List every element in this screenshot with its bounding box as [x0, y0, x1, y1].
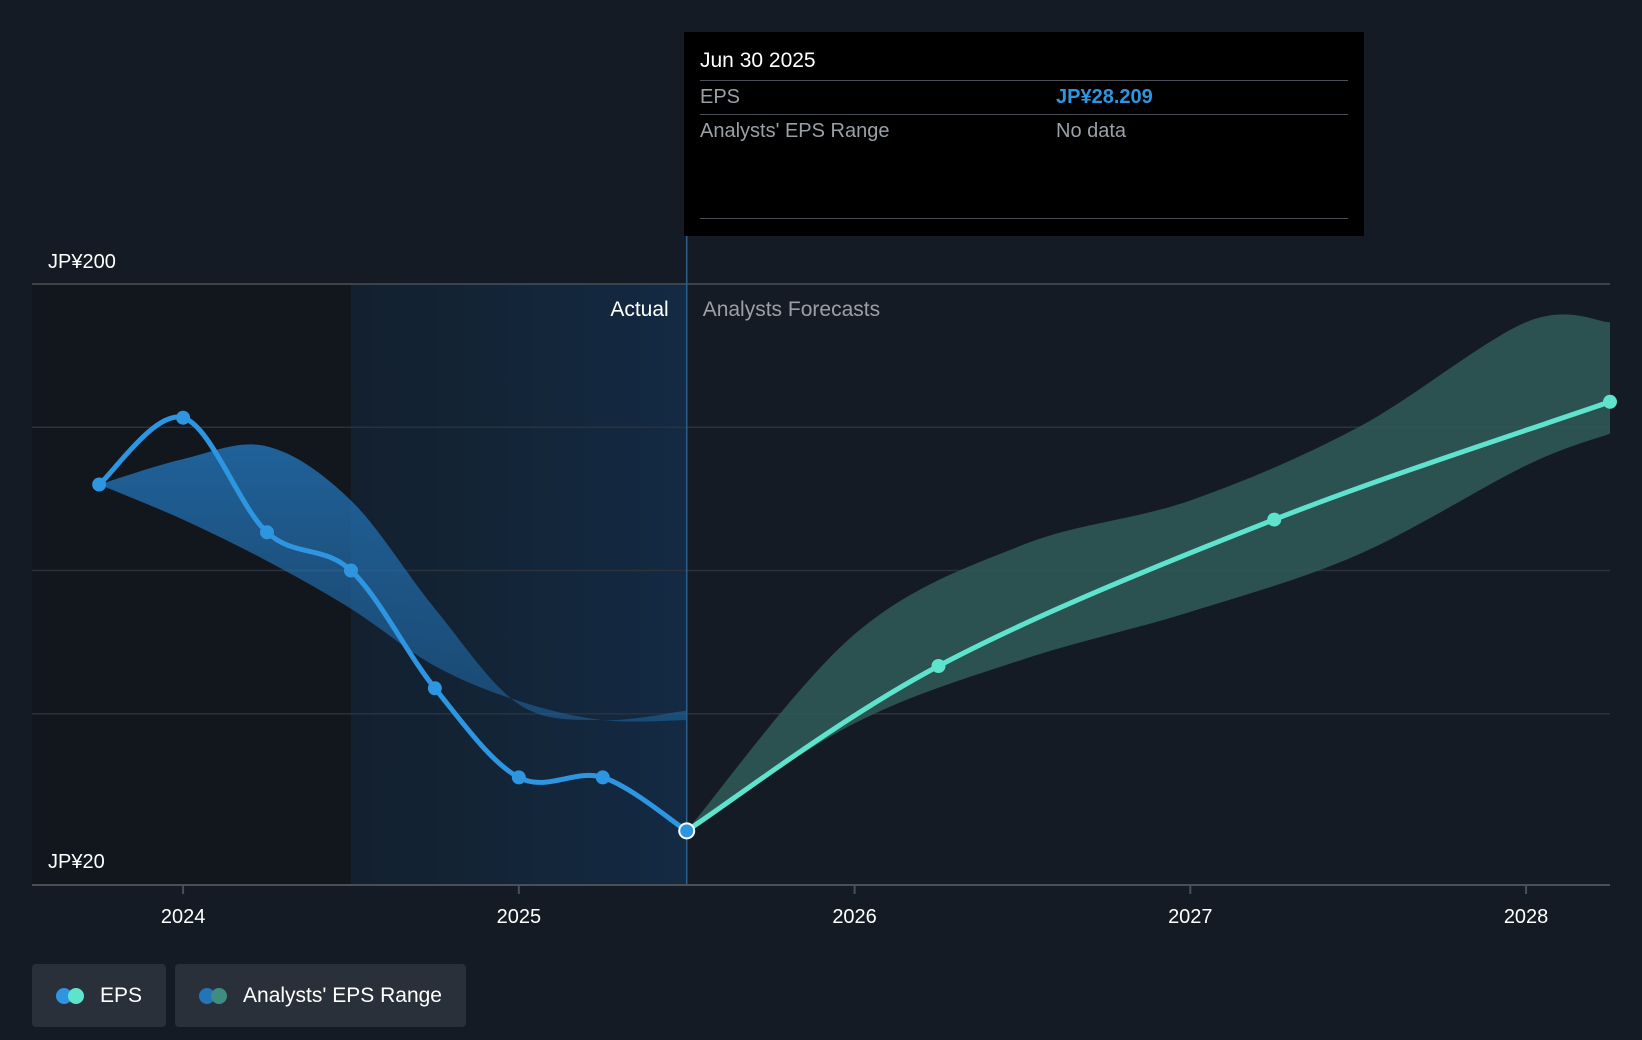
eps-line-forecast: [684, 399, 1613, 834]
eps-point-actual[interactable]: [92, 477, 107, 492]
eps-point-actual[interactable]: [176, 410, 191, 425]
legend-eps-label: EPS: [100, 983, 143, 1007]
tooltip: Jun 30 2025 EPS JP¥28.209 Analysts' EPS …: [684, 32, 1364, 236]
eps-point-forecast[interactable]: [931, 659, 946, 673]
legend-range-label: Analysts' EPS Range: [243, 983, 442, 1007]
x-tick-label: 2026: [832, 906, 877, 928]
tooltip-eps-value: JP¥28.209: [1056, 86, 1153, 108]
y-axis-min-label: JP¥20: [48, 851, 105, 873]
eps-point-actual[interactable]: [678, 822, 696, 840]
y-axis-max-label: JP¥200: [48, 251, 116, 273]
eps-legend-dot-forecast: [68, 987, 84, 1004]
legend-item-range[interactable]: Analysts' EPS Range: [175, 964, 466, 1027]
eps-point-forecast[interactable]: [1603, 394, 1617, 409]
forecast-section-label: Analysts Forecasts: [703, 298, 880, 321]
eps-point-actual[interactable]: [427, 681, 442, 696]
x-tick-label: 2027: [1168, 906, 1213, 928]
tooltip-eps-label: EPS: [700, 86, 741, 108]
x-axis-ticks: 2024 2025 2026 2027 2028: [161, 885, 1548, 928]
tooltip-row-range: Analysts' EPS Range No data: [700, 115, 1348, 148]
actual-section-label: Actual: [610, 298, 668, 321]
eps-range-area-actual: [99, 444, 687, 722]
x-tick-label: 2025: [497, 906, 542, 928]
eps-point-actual[interactable]: [511, 770, 526, 785]
eps-points: [92, 394, 1617, 840]
tooltip-range-value: No data: [1056, 120, 1127, 142]
tooltip-row-eps: EPS JP¥28.209: [700, 81, 1348, 115]
range-legend-dot-forecast: [211, 987, 228, 1004]
eps-point-actual[interactable]: [595, 770, 610, 785]
tooltip-range-label: Analysts' EPS Range: [700, 120, 890, 142]
actual-region-dark: [32, 284, 351, 885]
range-legend-icon: [199, 987, 229, 1004]
x-tick-label: 2024: [161, 906, 206, 928]
eps-point-forecast[interactable]: [1267, 512, 1282, 527]
x-tick-label: 2028: [1504, 906, 1549, 928]
eps-point-actual[interactable]: [260, 525, 275, 540]
tooltip-divider: [700, 218, 1348, 219]
legend: EPS Analysts' EPS Range: [32, 964, 466, 1027]
eps-line-actual: [96, 414, 690, 834]
eps-point-actual[interactable]: [343, 563, 358, 578]
tooltip-date: Jun 30 2025: [700, 46, 1348, 81]
legend-item-eps[interactable]: EPS: [32, 964, 167, 1027]
eps-legend-icon: [56, 987, 86, 1004]
